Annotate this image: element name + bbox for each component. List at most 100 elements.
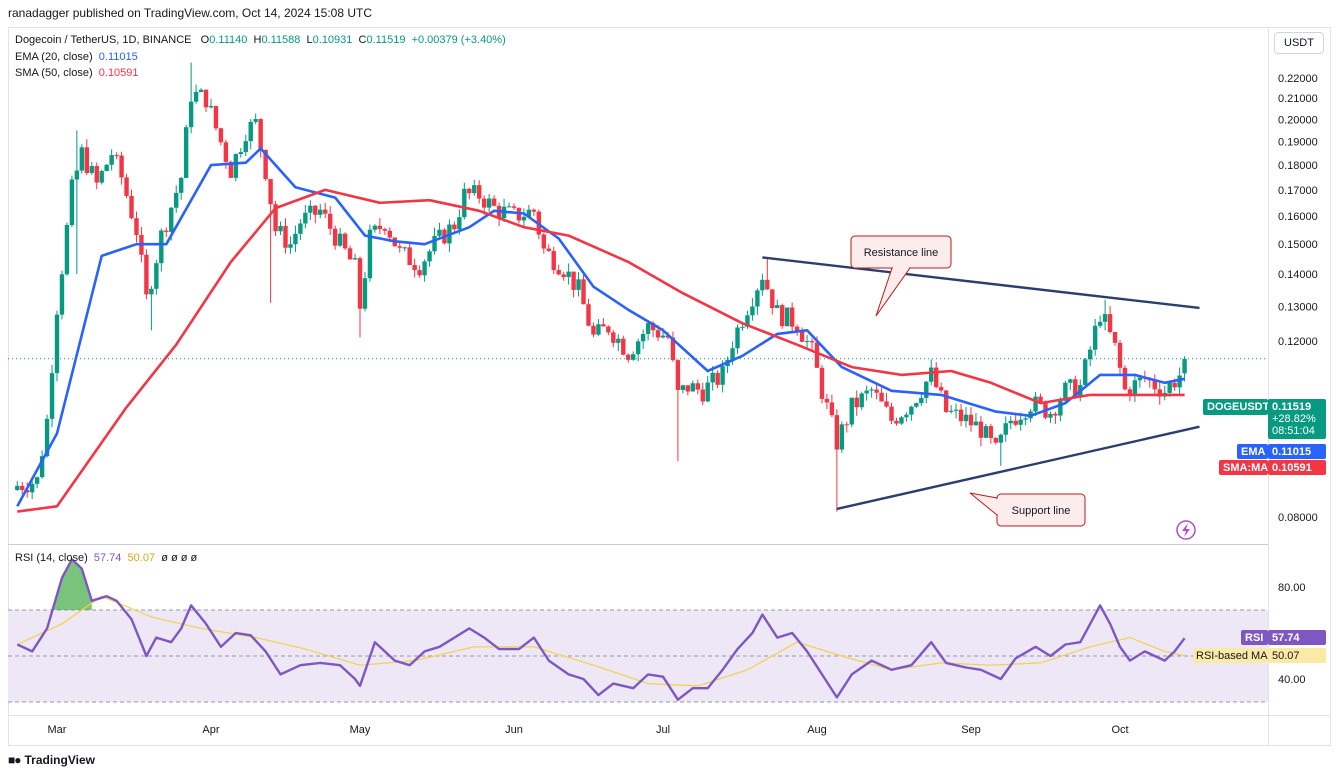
candle-body: [193, 91, 199, 102]
candle-body: [631, 354, 636, 360]
candle-body: [1112, 332, 1118, 343]
candle-body: [988, 426, 994, 438]
candle-body: [1003, 423, 1008, 435]
rsi-value-tag-text: 57.74: [1272, 632, 1300, 644]
support-callout[interactable]: Support line: [969, 492, 1086, 527]
price-value-tag: 0.11519+28.82%08:51:04: [1268, 399, 1326, 439]
candle-body: [362, 278, 368, 309]
candle: [809, 338, 815, 351]
candle: [183, 124, 189, 179]
moving-average-layer: [16, 147, 1185, 513]
resistance-callout[interactable]: Resistance line: [850, 235, 952, 317]
price-tick-label: 0.14000: [1278, 269, 1318, 281]
symbol-legend-row[interactable]: Dogecoin / TetherUS, 1D, BINANCE O0.1114…: [15, 32, 506, 49]
ema-label-tag: EMA: [1237, 444, 1268, 459]
candle: [69, 175, 75, 228]
candle-body: [1127, 389, 1133, 396]
candle: [551, 246, 556, 274]
candle-body: [313, 205, 318, 215]
candle: [382, 227, 388, 235]
candle-body: [1092, 325, 1098, 350]
candle: [1013, 414, 1018, 427]
candle-body: [1122, 367, 1128, 390]
candle: [357, 256, 363, 338]
candle: [402, 246, 407, 252]
candle-body: [973, 421, 979, 426]
candle-body: [526, 209, 532, 217]
candle: [824, 393, 830, 410]
candle-body: [382, 229, 388, 231]
sma-legend-label: SMA (50, close): [15, 67, 93, 79]
ema-legend-row[interactable]: EMA (20, close) 0.11015: [15, 49, 506, 66]
candle-body: [481, 198, 487, 208]
candle-body: [243, 141, 248, 153]
candle: [675, 359, 681, 462]
ema-value-tag: 0.11015: [1268, 444, 1326, 459]
candle-body: [79, 147, 85, 171]
candle-body: [899, 417, 904, 424]
candle: [193, 84, 199, 104]
high-value: 0.11588: [261, 34, 301, 46]
candle: [889, 402, 894, 425]
candle: [884, 392, 889, 408]
publisher-line: ranadagger published on TradingView.com,…: [8, 6, 373, 20]
candle-body: [422, 261, 427, 276]
rsi-ma-label-tag: RSI-based MA: [1193, 648, 1268, 663]
candle: [283, 218, 288, 254]
candle: [119, 151, 124, 185]
candle: [397, 242, 402, 253]
candle-body: [1033, 396, 1038, 412]
candle-body: [99, 170, 104, 183]
sma-value-tag: 0.10591: [1268, 460, 1326, 475]
candle: [288, 236, 293, 254]
low-label: L: [306, 34, 313, 46]
lightning-icon[interactable]: [1176, 520, 1196, 540]
candle: [581, 271, 586, 305]
rsi-legend[interactable]: RSI (14, close) 57.74 50.07 ø ø ø ø: [15, 552, 197, 564]
candle-body: [640, 333, 646, 342]
candle-body: [84, 147, 90, 173]
candle-body: [621, 338, 626, 355]
sma-label-tag-text: SMA:MA: [1223, 462, 1268, 474]
candle: [29, 481, 35, 500]
candle: [1023, 416, 1028, 426]
pane-divider[interactable]: [8, 544, 1268, 545]
tradingview-logo[interactable]: ■● TradingView: [8, 753, 95, 767]
candle: [561, 271, 566, 281]
candle: [556, 264, 561, 276]
candle-body: [1107, 314, 1113, 333]
rsi-ma-legend-value: 50.07: [127, 552, 156, 564]
candle-body: [690, 383, 696, 392]
candle-body: [1058, 400, 1063, 416]
candle-body: [760, 279, 765, 291]
candle-body: [283, 225, 288, 248]
candle-body: [1152, 380, 1157, 390]
open-label: O: [200, 34, 210, 46]
ema-value-tag-bg: [1268, 444, 1326, 459]
candle: [1162, 385, 1167, 401]
candle-body: [889, 406, 894, 421]
candle: [993, 437, 999, 445]
candle-body: [1068, 379, 1073, 383]
candle-body: [993, 437, 999, 443]
candle: [953, 403, 959, 419]
candle: [427, 249, 432, 267]
candle: [864, 385, 869, 401]
candle-body: [164, 230, 169, 232]
candle: [1097, 315, 1103, 329]
price-tick-label: 0.08000: [1278, 512, 1318, 524]
candle-body: [879, 392, 884, 402]
candle-body: [770, 289, 775, 309]
candle-body: [462, 188, 467, 218]
candle: [188, 62, 194, 134]
candle-body: [357, 258, 363, 309]
candle-body: [849, 397, 854, 425]
candle-body: [457, 217, 462, 230]
sma-legend-row[interactable]: SMA (50, close) 0.10591: [15, 65, 506, 82]
candle: [352, 253, 358, 260]
candle: [496, 202, 502, 227]
candle-body: [948, 410, 954, 412]
currency-button[interactable]: USDT: [1274, 32, 1324, 54]
candle: [1152, 374, 1157, 395]
